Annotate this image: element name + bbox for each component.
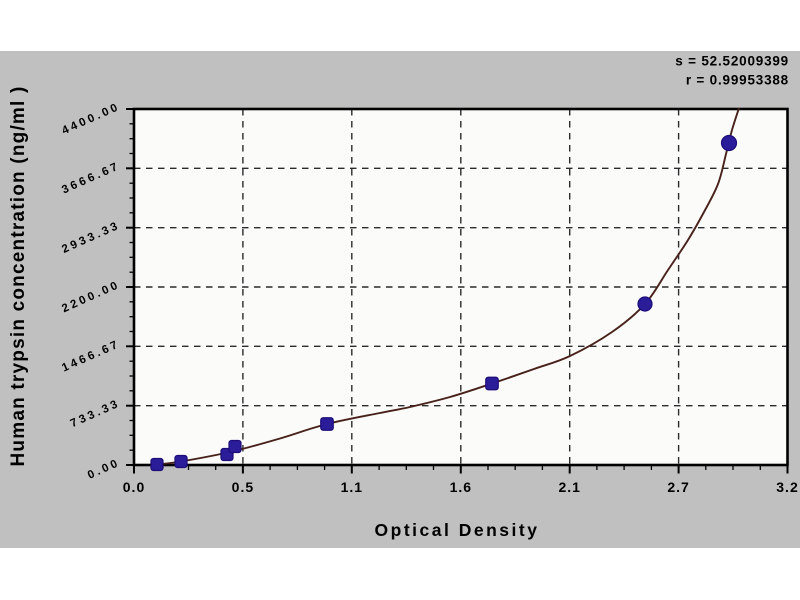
svg-text:2.1: 2.1 xyxy=(558,479,580,495)
svg-text:1.6: 1.6 xyxy=(450,479,472,495)
svg-text:0.5: 0.5 xyxy=(232,479,254,495)
svg-text:Human trypsin concentration (n: Human trypsin concentration (ng/ml ) xyxy=(8,86,29,467)
svg-text:r = 0.99953388: r = 0.99953388 xyxy=(686,73,789,88)
svg-text:3.2: 3.2 xyxy=(776,479,798,495)
svg-text:0.0: 0.0 xyxy=(123,479,145,495)
svg-text:1.1: 1.1 xyxy=(341,479,363,495)
svg-text:s = 52.52009399: s = 52.52009399 xyxy=(675,54,789,69)
svg-text:2.7: 2.7 xyxy=(667,479,689,495)
svg-text:Optical Density: Optical Density xyxy=(375,520,540,540)
